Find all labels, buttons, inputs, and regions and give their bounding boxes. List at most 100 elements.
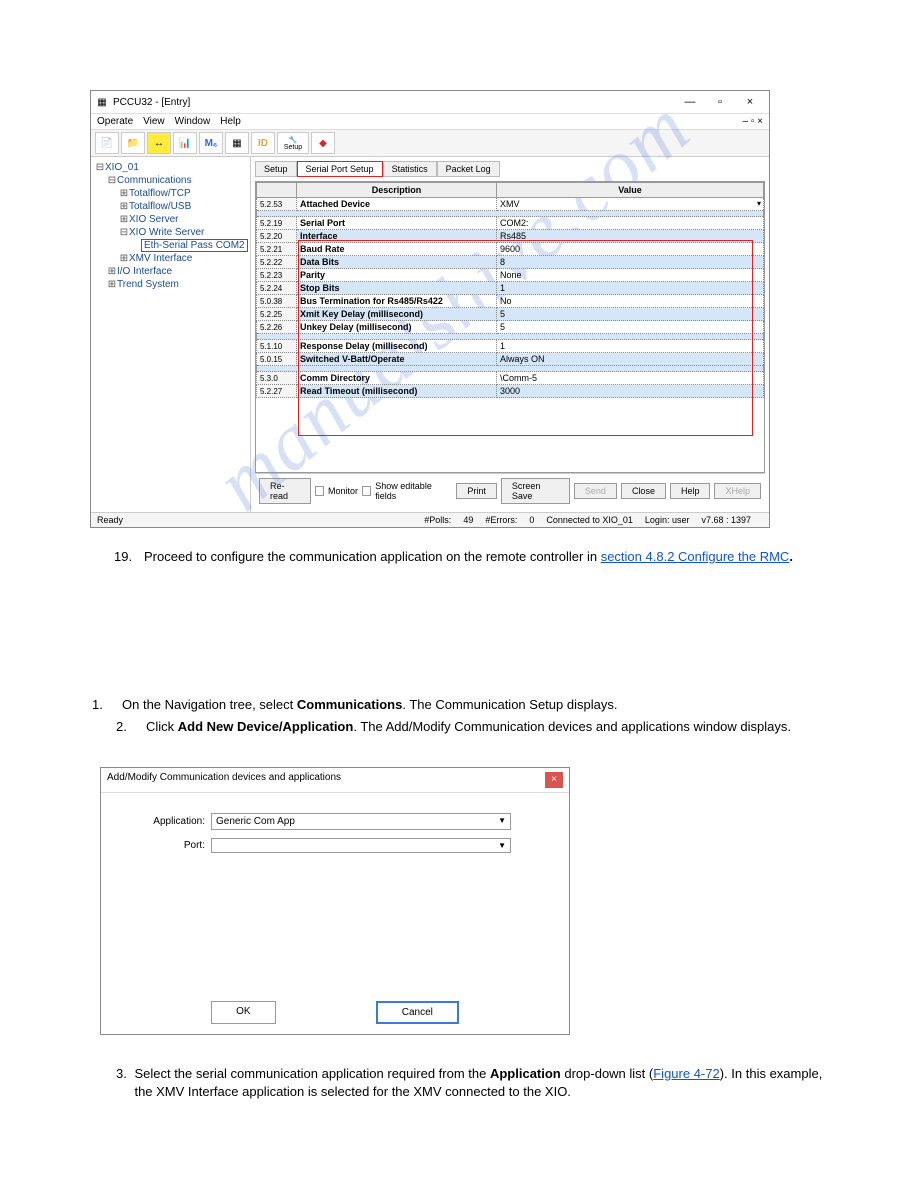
tree-node[interactable]: Eth-Serial Pass COM2 [95, 239, 246, 252]
tab-setup[interactable]: Setup [255, 161, 297, 177]
tool-help[interactable]: ◆ [311, 132, 335, 154]
status-ready: Ready [97, 515, 123, 525]
step-19: 19. Proceed to configure the communicati… [114, 548, 828, 566]
monitor-label: Monitor [328, 486, 358, 496]
tool-2[interactable]: 📁 [121, 132, 145, 154]
titlebar: ▦ PCCU32 - [Entry] — ▫ × [91, 91, 769, 114]
port-label: Port: [141, 840, 211, 851]
errors-value: 0 [529, 515, 534, 525]
step-2: 2. Click Add New Device/Application. The… [116, 718, 828, 736]
tree-node[interactable]: ⊞Totalflow/TCP [95, 187, 246, 200]
version: v7.68 : 1397 [701, 515, 751, 525]
xhelp-button[interactable]: XHelp [714, 483, 761, 499]
grid-row[interactable]: 5.2.25Xmit Key Delay (millisecond)5 [257, 308, 764, 321]
menu-operate[interactable]: Operate [97, 116, 133, 127]
minimize-button[interactable]: — [675, 93, 705, 111]
step-1-number: 1. [92, 696, 122, 714]
show-editable-checkbox[interactable] [362, 486, 371, 496]
monitor-checkbox[interactable] [315, 486, 324, 496]
print-button[interactable]: Print [456, 483, 497, 499]
col-id [257, 183, 297, 198]
col-value: Value [497, 183, 764, 198]
tool-5[interactable]: M₆ [199, 132, 223, 154]
toolbar: 📄 📁 ↔ 📊 M₆ ▦ ID 🔧Setup ◆ [91, 130, 769, 157]
tool-1[interactable]: 📄 [95, 132, 119, 154]
window-title: PCCU32 - [Entry] [113, 97, 190, 108]
tab-statistics[interactable]: Statistics [383, 161, 437, 177]
settings-grid[interactable]: Description Value 5.2.53Attached DeviceX… [255, 181, 765, 473]
tool-4[interactable]: 📊 [173, 132, 197, 154]
step-3: 3. Select the serial communication appli… [116, 1065, 828, 1101]
grid-row[interactable]: 5.2.20InterfaceRs485 [257, 230, 764, 243]
grid-row[interactable]: 5.2.53Attached DeviceXMV▾ [257, 198, 764, 211]
tree-node[interactable]: ⊟XIO_01 [95, 161, 246, 174]
tree-node[interactable]: ⊞XIO Server [95, 213, 246, 226]
polls-label: #Polls: [424, 515, 451, 525]
tree-node[interactable]: ⊟Communications [95, 174, 246, 187]
dialog-close-button[interactable]: × [545, 772, 563, 788]
tab-bar: Setup Serial Port Setup Statistics Packe… [255, 161, 765, 177]
login-status: Login: user [645, 515, 690, 525]
connection-status: Connected to XIO_01 [546, 515, 633, 525]
grid-row[interactable]: 5.0.15Switched V-Batt/OperateAlways ON [257, 353, 764, 366]
tool-6[interactable]: ▦ [225, 132, 249, 154]
chevron-down-icon: ▼ [498, 816, 506, 827]
grid-row[interactable]: 5.2.24Stop Bits1 [257, 282, 764, 295]
status-bar: Ready #Polls: 49 #Errors: 0 Connected to… [91, 512, 769, 527]
add-modify-dialog: Add/Modify Communication devices and app… [100, 767, 570, 1035]
grid-row[interactable]: 5.1.10Response Delay (millisecond)1 [257, 340, 764, 353]
reread-button[interactable]: Re-read [259, 478, 311, 504]
menu-help[interactable]: Help [220, 116, 241, 127]
port-dropdown[interactable]: ▼ [211, 838, 511, 853]
grid-row[interactable]: 5.2.19Serial PortCOM2: [257, 217, 764, 230]
subwindow-controls[interactable]: – ▫ × [742, 116, 763, 127]
tree-node[interactable]: ⊟XIO Write Server [95, 226, 246, 239]
show-editable-label: Show editable fields [375, 481, 448, 501]
step-1: 1. On the Navigation tree, select Commun… [92, 696, 828, 714]
grid-row[interactable]: 5.2.22Data Bits8 [257, 256, 764, 269]
grid-row[interactable]: 5.2.27Read Timeout (millisecond)3000 [257, 385, 764, 398]
grid-row[interactable]: 5.0.38Bus Termination for Rs485/Rs422No [257, 295, 764, 308]
tool-7[interactable]: ID [251, 132, 275, 154]
ok-button[interactable]: OK [211, 1001, 275, 1024]
application-dropdown[interactable]: Generic Com App ▼ [211, 813, 511, 830]
step-3-number: 3. [116, 1065, 134, 1101]
action-bar: Re-read Monitor Show editable fields Pri… [255, 473, 765, 508]
dialog-titlebar: Add/Modify Communication devices and app… [101, 768, 569, 793]
maximize-button[interactable]: ▫ [705, 93, 735, 111]
tab-packet-log[interactable]: Packet Log [437, 161, 500, 177]
tree-node[interactable]: ⊞I/O Interface [95, 265, 246, 278]
cancel-button[interactable]: Cancel [376, 1001, 459, 1024]
tree-node[interactable]: ⊞Trend System [95, 278, 246, 291]
close-button[interactable]: × [735, 93, 765, 111]
tab-serial-port-setup[interactable]: Serial Port Setup [297, 161, 383, 177]
errors-label: #Errors: [485, 515, 517, 525]
nav-tree[interactable]: ⊟XIO_01⊟Communications⊞Totalflow/TCP⊞Tot… [91, 157, 251, 512]
content-pane: Setup Serial Port Setup Statistics Packe… [251, 157, 769, 512]
step-2-number: 2. [116, 718, 146, 736]
grid-row[interactable]: 5.2.21Baud Rate9600 [257, 243, 764, 256]
grid-row[interactable]: 5.2.23ParityNone [257, 269, 764, 282]
tree-node[interactable]: ⊞XMV Interface [95, 252, 246, 265]
menubar: Operate View Window Help – ▫ × [91, 114, 769, 130]
menu-view[interactable]: View [143, 116, 165, 127]
tool-setup[interactable]: 🔧Setup [277, 132, 309, 154]
step-19-text: Proceed to configure the communication a… [144, 549, 601, 564]
application-label: Application: [141, 816, 211, 827]
pccu-window: ▦ PCCU32 - [Entry] — ▫ × Operate View Wi… [90, 90, 770, 528]
screen-save-button[interactable]: Screen Save [501, 478, 570, 504]
tool-3[interactable]: ↔ [147, 132, 171, 154]
dialog-title: Add/Modify Communication devices and app… [107, 772, 341, 788]
chevron-down-icon: ▼ [498, 841, 506, 850]
menu-window[interactable]: Window [175, 116, 211, 127]
link-figure-472[interactable]: Figure 4-72 [653, 1066, 719, 1081]
polls-value: 49 [463, 515, 473, 525]
send-button[interactable]: Send [574, 483, 617, 499]
grid-row[interactable]: 5.3.0Comm Directory\Comm-5 [257, 372, 764, 385]
link-section-482[interactable]: section 4.8.2 Configure the RMC [601, 549, 790, 564]
grid-row[interactable]: 5.2.26Unkey Delay (millisecond)5 [257, 321, 764, 334]
tree-node[interactable]: ⊞Totalflow/USB [95, 200, 246, 213]
help-button[interactable]: Help [670, 483, 711, 499]
col-description: Description [297, 183, 497, 198]
close-button[interactable]: Close [621, 483, 666, 499]
